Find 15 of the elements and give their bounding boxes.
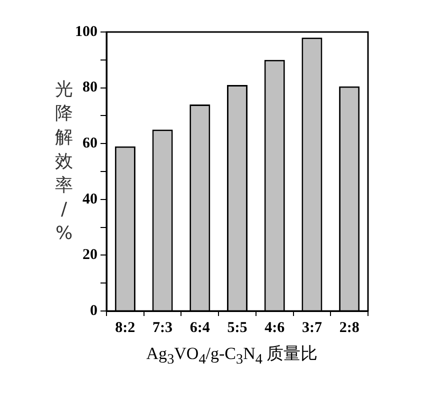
x-tick-label: 6:4 bbox=[190, 320, 210, 336]
x-tick-label: 2:8 bbox=[339, 320, 360, 336]
y-tick-label: 60 bbox=[82, 135, 98, 152]
x-tick-label: 5:5 bbox=[227, 320, 248, 336]
x-tick-label: 3:7 bbox=[302, 320, 322, 336]
x-tick-label: 8:2 bbox=[115, 320, 136, 336]
y-tick-label: 0 bbox=[90, 302, 98, 319]
y-axis-title: 光降解效率/% bbox=[54, 78, 74, 246]
y-tick-label: 20 bbox=[82, 247, 98, 264]
x-tick-label: 4:6 bbox=[264, 320, 286, 336]
y-tick-label: 40 bbox=[82, 191, 98, 208]
text: Ag$_{3}$VO$_{4}$/g-C$_{3}$N$_{4}$ 质量比 bbox=[146, 344, 318, 368]
x-tick-label: 7:3 bbox=[152, 320, 173, 336]
y-tick-label: 100 bbox=[75, 24, 98, 40]
y-tick-label: 80 bbox=[82, 80, 98, 96]
